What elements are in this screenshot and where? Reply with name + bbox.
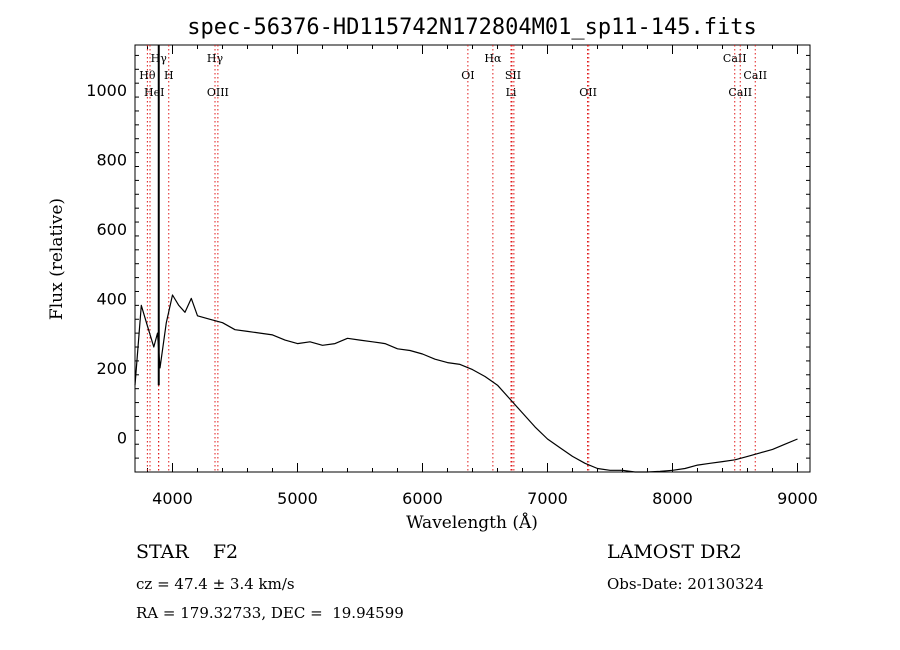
spectral-line-label: OII: [579, 86, 597, 99]
y-tick-label: 1000: [86, 81, 127, 100]
redshift-label: cz = 47.4 ± 3.4 km/s: [136, 575, 295, 593]
x-tick-label: 7000: [527, 489, 568, 508]
y-tick-label: 400: [96, 289, 127, 308]
spectral-line-label: HeI: [144, 86, 164, 99]
spectral-line-label: Li: [506, 86, 517, 99]
spectral-line-label: OI: [461, 69, 474, 82]
spectral-line-label: H: [164, 69, 174, 82]
y-tick-label: 0: [117, 428, 127, 447]
spectral-line-label: CaII: [743, 69, 767, 82]
spectral-line-label: OIII: [207, 86, 229, 99]
x-axis-label: Wavelength (Å): [406, 512, 538, 533]
spectral-line-label: Hα: [484, 52, 502, 65]
x-tick-label: 6000: [402, 489, 443, 508]
spectrum-line: [134, 294, 798, 473]
spectral-line-label: CaII: [723, 52, 747, 65]
object-class-label: STAR F2: [136, 541, 239, 563]
plot-frame: [134, 44, 811, 473]
x-tick-label: 8000: [652, 489, 693, 508]
survey-label: LAMOST DR2: [607, 541, 742, 563]
spectral-line-label: Hγ: [207, 52, 224, 65]
coordinates-label: RA = 179.32733, DEC = 19.94599: [136, 604, 404, 622]
chart-title: spec-56376-HD115742N172804M01_sp11-145.f…: [187, 15, 757, 40]
spectral-line-label: Hθ: [139, 69, 156, 82]
x-tick-label: 4000: [152, 489, 193, 508]
x-tick-label: 5000: [277, 489, 318, 508]
spectral-line-label: SII: [505, 69, 521, 82]
spectral-line-label: CaII: [728, 86, 752, 99]
y-tick-label: 600: [96, 220, 127, 239]
obs-date-label: Obs-Date: 20130324: [607, 575, 764, 593]
y-tick-label: 200: [96, 359, 127, 378]
x-tick-label: 9000: [777, 489, 818, 508]
y-tick-label: 800: [96, 151, 127, 170]
y-axis-label: Flux (relative): [47, 198, 67, 320]
